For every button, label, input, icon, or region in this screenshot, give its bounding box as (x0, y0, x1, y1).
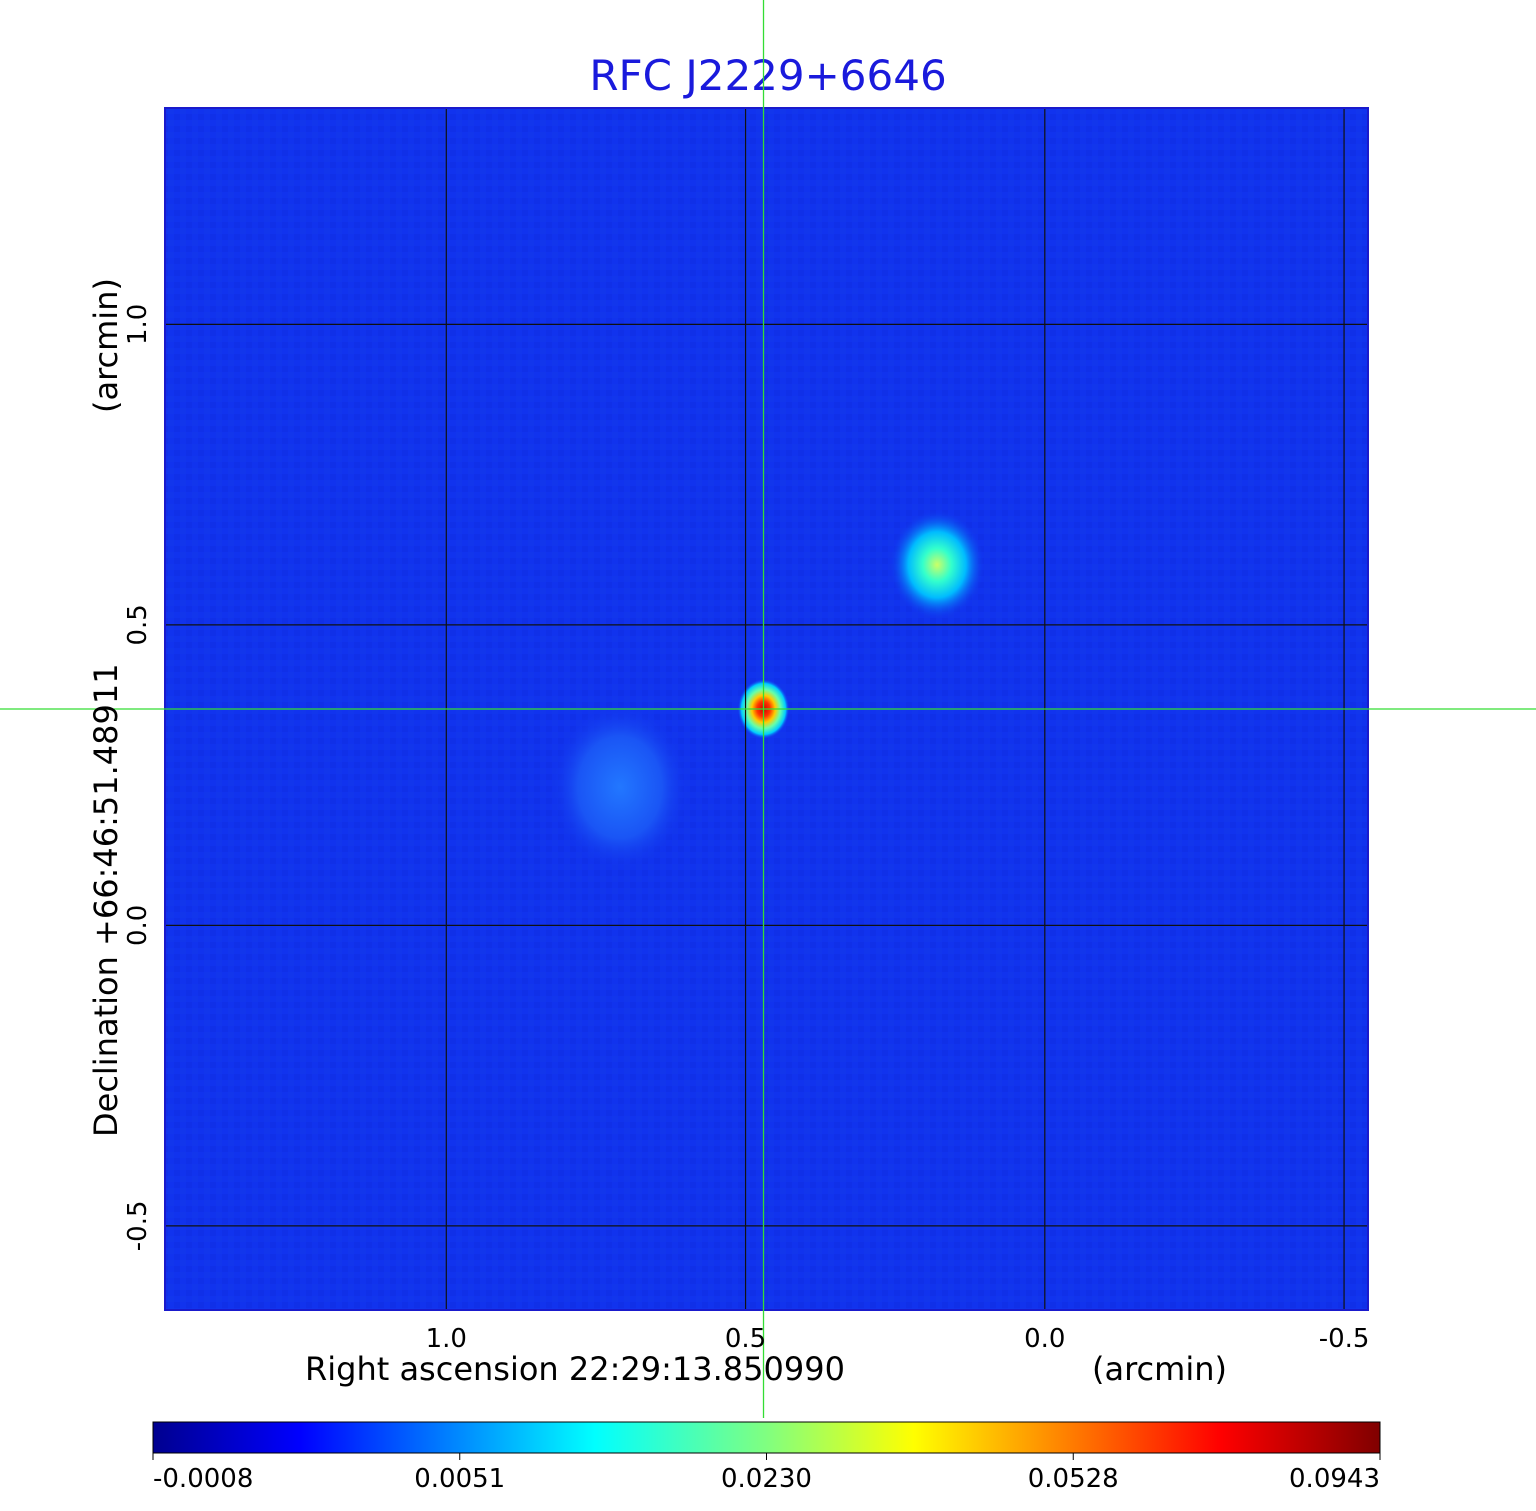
radio-source (889, 509, 986, 620)
x-tick-label: 0.0 (1024, 1324, 1065, 1354)
y-tick-label: -0.5 (123, 1200, 153, 1251)
y-axis-label: Declination +66:46:51.48911 (87, 663, 125, 1137)
crosshair (0, 0, 1536, 1418)
colorbar-ticks: -0.0008 0.0051 0.0230 0.0528 0.0943 (152, 1453, 1381, 1494)
x-tick-labels: 1.0 0.5 0.0 -0.5 (426, 1324, 1370, 1354)
x-tick-label: 1.0 (426, 1324, 467, 1354)
y-tick-labels: 1.0 0.5 0.0 -0.5 (123, 304, 153, 1252)
colorbar-tick-label: 0.0943 (1289, 1464, 1380, 1494)
y-tick-label: 0.0 (123, 905, 153, 946)
y-axis-unit: (arcmin) (87, 278, 125, 413)
radio-source (549, 702, 690, 873)
y-tick-label: 0.5 (123, 604, 153, 645)
x-tick-label: 0.5 (725, 1324, 766, 1354)
x-tick-label: -0.5 (1319, 1324, 1370, 1354)
colorbar-tick-label: 0.0528 (1028, 1464, 1119, 1494)
x-axis-unit: (arcmin) (1092, 1350, 1227, 1388)
colorbar-tick-label: 0.0051 (414, 1464, 505, 1494)
colorbar (152, 1421, 1381, 1454)
y-tick-label: 1.0 (123, 304, 153, 345)
colorbar-tick-label: -0.0008 (153, 1464, 253, 1494)
sources-layer (549, 509, 986, 873)
image-title: RFC J2229+6646 (589, 51, 947, 100)
x-axis-label: Right ascension 22:29:13.850990 (305, 1350, 845, 1388)
colorbar-tick-label: 0.0230 (721, 1464, 812, 1494)
